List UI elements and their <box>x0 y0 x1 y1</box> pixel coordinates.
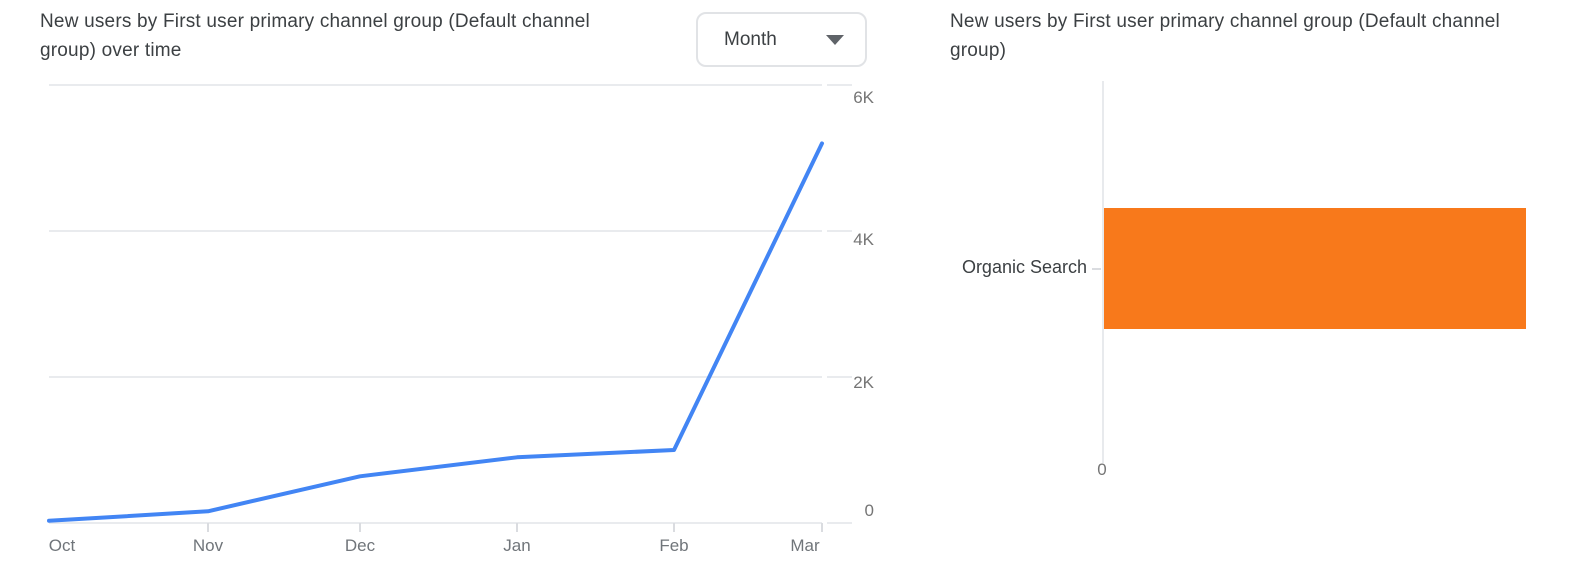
x-tick-label: Feb <box>659 536 688 555</box>
x-axis-ticks <box>207 523 823 532</box>
y-tick-label: 4K <box>853 230 874 249</box>
y-axis-labels: 6K 4K 2K 0 <box>853 88 874 520</box>
line-chart-title: New users by First user primary channel … <box>40 7 590 65</box>
x-tick-label: Dec <box>345 536 376 555</box>
y-tick-label: 6K <box>853 88 874 107</box>
bar-chart-title-line2: group) <box>950 40 1007 61</box>
organic-search-bar[interactable] <box>1104 208 1526 329</box>
line-chart-title-line1: New users by First user primary channel … <box>40 11 590 32</box>
x-tick-label-zero: 0 <box>1097 460 1107 479</box>
x-tick-label: Nov <box>193 536 224 555</box>
gridlines <box>49 84 852 524</box>
x-tick-label: Oct <box>49 536 76 555</box>
caret-down-icon <box>826 34 844 45</box>
granularity-dropdown[interactable]: Month <box>696 12 867 67</box>
granularity-dropdown-value: Month <box>724 28 777 50</box>
line-chart-title-line2: group) over time <box>40 40 182 61</box>
line-series[interactable] <box>47 141 824 523</box>
y-tick-label: 0 <box>865 501 874 520</box>
zero-axis-line <box>1102 81 1104 463</box>
x-axis-labels: Oct Nov Dec Jan Feb Mar <box>49 536 820 555</box>
bar-chart-title-line1: New users by First user primary channel … <box>950 11 1500 32</box>
y-tick-label: 2K <box>853 373 874 392</box>
category-label: Organic Search <box>961 257 1087 277</box>
x-tick-label: Jan <box>503 536 530 555</box>
x-tick-label: Mar <box>790 536 820 555</box>
category-tick <box>1092 268 1101 270</box>
bar-chart-title: New users by First user primary channel … <box>950 7 1500 65</box>
line-chart: 6K 4K 2K 0 Oct Nov Dec Jan Feb Mar <box>47 84 875 555</box>
